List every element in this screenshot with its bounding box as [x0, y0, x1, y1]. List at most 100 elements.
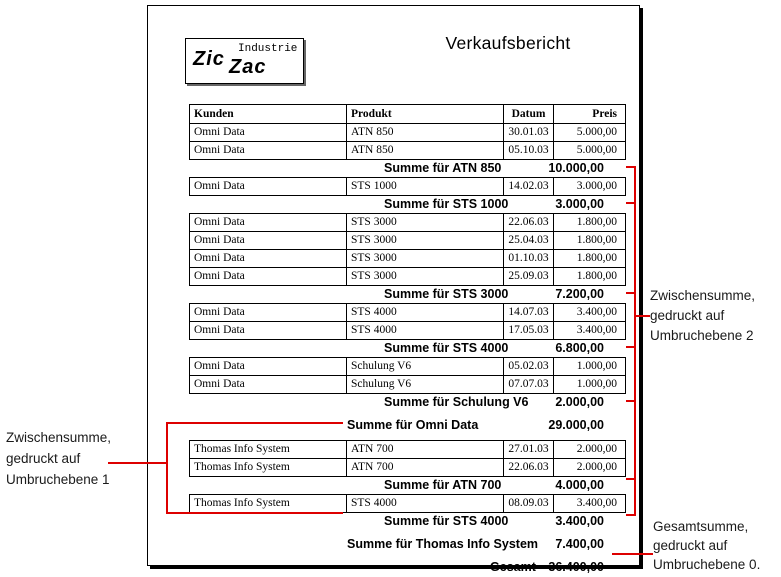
cell-produkt: STS 3000 [347, 268, 504, 285]
cell-datum: 22.06.03 [504, 214, 554, 231]
cell-datum: 01.10.03 [504, 250, 554, 267]
cell-datum: 05.02.03 [504, 358, 554, 375]
logo-word-zac: Zac [229, 56, 267, 78]
table-row: Omni Data STS 4000 14.07.03 3.400,00 [189, 303, 626, 322]
cell-preis: 5.000,00 [576, 126, 617, 138]
cell-datum: 27.01.03 [504, 441, 554, 458]
summary-label: Summe für STS 4000 [384, 341, 509, 355]
summary-label: Summe für ATN 850 [384, 161, 502, 175]
cell-preis: 3.400,00 [576, 324, 617, 336]
cell-datum: 25.04.03 [504, 232, 554, 249]
summary-label: Summe für STS 1000 [384, 197, 509, 211]
annotation-line: Umbruchebene 0. [653, 557, 761, 572]
level1-bracket-top-arm [166, 422, 343, 424]
column-header-produkt: Produkt [347, 105, 504, 123]
annotation-line: Umbruchebene 1 [6, 472, 110, 487]
level2-bracket-tick [626, 292, 636, 294]
cell-datum: 05.10.03 [504, 142, 554, 159]
level2-bracket-tick [626, 346, 636, 348]
annotation-line: Zwischensumme, [650, 288, 756, 303]
cell-datum: 17.05.03 [504, 322, 554, 339]
column-header-kunden: Kunden [190, 105, 347, 123]
level1-annotation-connector [108, 462, 168, 464]
cell-datum: 22.06.03 [504, 459, 554, 476]
column-header-preis: Preis [592, 108, 617, 120]
cell-preis: 1.800,00 [576, 270, 617, 282]
level2-bracket-tick [626, 166, 636, 168]
summary-row-sum2: Summe für STS 3000 7.200,00 [189, 286, 626, 303]
table-body: Omni Data ATN 850 30.01.03 5.000,00 Omni… [189, 123, 626, 575]
summary-label: Gesamt [490, 560, 536, 574]
summary-value: 7.200,00 [555, 287, 604, 301]
summary-label: Summe für Thomas Info System [347, 537, 539, 551]
logo-word-zic: Zic [193, 48, 225, 70]
table-row: Thomas Info System STS 4000 08.09.03 3.4… [189, 494, 626, 513]
summary-row-sum2: Summe für ATN 850 10.000,00 [189, 160, 626, 177]
cell-preis: 3.400,00 [576, 306, 617, 318]
cell-preis: 2.000,00 [576, 443, 617, 455]
summary-row-sum2: Summe für STS 1000 3.000,00 [189, 196, 626, 213]
report-page: Zic Industrie Zac Verkaufsbericht Kunden… [147, 5, 640, 574]
cell-preis: 3.000,00 [576, 180, 617, 192]
cell-datum: 25.09.03 [504, 268, 554, 285]
cell-kunde: Omni Data [190, 232, 347, 249]
cell-kunde: Omni Data [190, 142, 347, 159]
table-row: Omni Data STS 3000 22.06.03 1.800,00 [189, 213, 626, 232]
cell-kunde: Omni Data [190, 376, 347, 393]
annotation-line: gedruckt auf [6, 451, 81, 466]
table-row: Omni Data ATN 850 05.10.03 5.000,00 [189, 141, 626, 160]
level2-bracket-tick [626, 514, 636, 516]
cell-preis: 1.800,00 [576, 252, 617, 264]
level2-annotation-connector [634, 315, 650, 317]
cell-preis: 1.000,00 [576, 360, 617, 372]
table-row: Omni Data STS 3000 01.10.03 1.800,00 [189, 249, 626, 268]
table-row: Omni Data STS 4000 17.05.03 3.400,00 [189, 321, 626, 340]
cell-produkt: STS 4000 [347, 322, 504, 339]
summary-value: 3.000,00 [555, 197, 604, 211]
column-header-datum: Datum [504, 105, 554, 123]
summary-row-sum1: Summe für Thomas Info System 7.400,00 [189, 530, 626, 559]
summary-row-sum2: Summe für ATN 700 4.000,00 [189, 477, 626, 494]
company-logo: Zic Industrie Zac [185, 38, 304, 84]
cell-preis: 1.000,00 [576, 378, 617, 390]
cell-kunde: Omni Data [190, 322, 347, 339]
table-row: Omni Data Schulung V6 07.07.03 1.000,00 [189, 375, 626, 394]
summary-value: 6.800,00 [555, 341, 604, 355]
summary-value: 36.400,00 [548, 560, 604, 574]
summary-row-sum2: Summe für STS 4000 6.800,00 [189, 340, 626, 357]
table-row: Omni Data ATN 850 30.01.03 5.000,00 [189, 123, 626, 142]
annotation-line: Umbruchebene 2 [650, 328, 754, 343]
cell-produkt: Schulung V6 [347, 358, 504, 375]
summary-value: 3.400,00 [555, 514, 604, 528]
report-title: Verkaufsbericht [445, 33, 571, 53]
cell-datum: 07.07.03 [504, 376, 554, 393]
summary-row-sum2: Summe für STS 4000 3.400,00 [189, 513, 626, 530]
cell-kunde: Omni Data [190, 178, 347, 195]
annotation-line: gedruckt auf [653, 538, 728, 553]
summary-label: Summe für STS 3000 [384, 287, 509, 301]
table-row: Thomas Info System ATN 700 22.06.03 2.00… [189, 458, 626, 477]
summary-value: 7.400,00 [555, 537, 604, 551]
summary-value: 10.000,00 [548, 161, 604, 175]
cell-kunde: Omni Data [190, 358, 347, 375]
cell-produkt: ATN 700 [347, 459, 504, 476]
sales-table: Kunden Produkt Datum Preis Omni Data ATN… [189, 104, 626, 575]
cell-datum: 30.01.03 [504, 124, 554, 141]
cell-produkt: Schulung V6 [347, 376, 504, 393]
summary-label: Summe für STS 4000 [384, 514, 509, 528]
cell-preis: 1.800,00 [576, 216, 617, 228]
annotation-level1: Zwischensumme, gedruckt auf Umbruchebene… [6, 427, 111, 490]
annotation-line: gedruckt auf [650, 308, 725, 323]
table-row: Omni Data STS 3000 25.04.03 1.800,00 [189, 231, 626, 250]
level1-bracket-line [166, 422, 168, 514]
summary-label: Summe für Schulung V6 [384, 395, 529, 409]
cell-produkt: ATN 850 [347, 124, 504, 141]
cell-kunde: Thomas Info System [190, 459, 347, 476]
cell-kunde: Thomas Info System [190, 495, 347, 512]
cell-kunde: Omni Data [190, 304, 347, 321]
table-row: Omni Data STS 3000 25.09.03 1.800,00 [189, 267, 626, 286]
cell-produkt: ATN 700 [347, 441, 504, 458]
cell-produkt: STS 1000 [347, 178, 504, 195]
level2-bracket-tick [626, 478, 636, 480]
